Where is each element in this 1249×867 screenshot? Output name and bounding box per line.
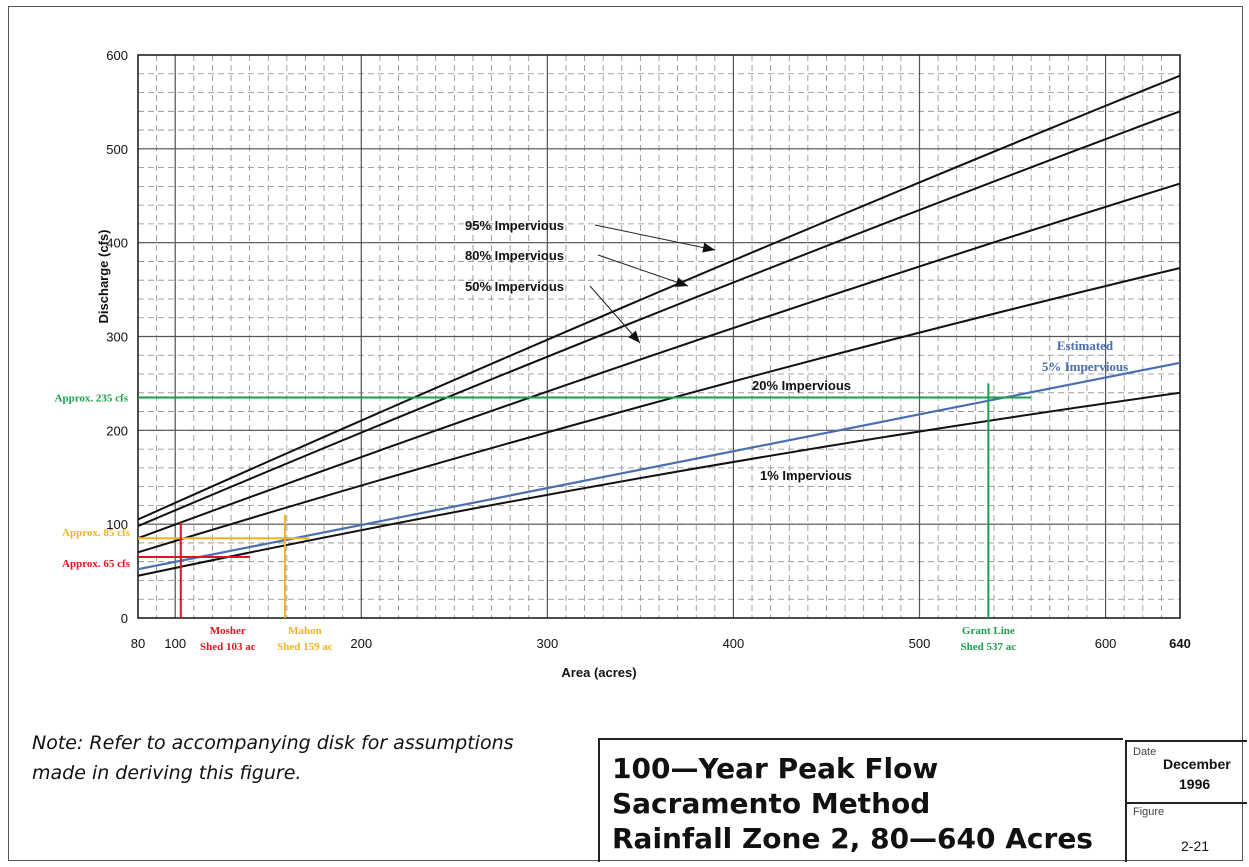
label-1-impervious: 1% Impervious: [760, 468, 852, 483]
page-frame: [8, 6, 1243, 861]
x-tick-label: 300: [537, 636, 559, 651]
x-tick-label: 500: [909, 636, 931, 651]
axes: [137, 54, 1181, 619]
x-tick-label: 600: [1095, 636, 1117, 651]
annotation-label-65: Approx. 65 cfs: [62, 558, 131, 570]
date-value: December: [1163, 756, 1231, 772]
grant-label-1: Grant Line: [962, 625, 1015, 637]
series-line-4: [137, 391, 1181, 577]
title-block: 100—Year Peak Flow Sacramento Method Rai…: [598, 738, 1123, 862]
figure-number: 2-21: [1181, 838, 1210, 854]
tick-labels: 80 100 200 300 400 500 600 640 0 100 200 300 400 500 6…: [96, 48, 1191, 680]
date-year: 1996: [1179, 776, 1211, 792]
y-tick-label: 0: [121, 611, 128, 626]
plot-frame: [137, 54, 1181, 619]
annotations: Approx. 235 cfs Approx. 85 cfs Approx. 65 …: [55, 383, 1032, 653]
mosher-label-1: Mosher: [210, 625, 246, 637]
x-tick-label: 400: [723, 636, 745, 651]
date-box: Date December 1996: [1125, 740, 1247, 802]
y-axis-label: Discharge (cfs): [96, 230, 111, 324]
leader-line-1: [597, 254, 689, 287]
mahon-label-2: Shed 159 ac: [277, 641, 333, 653]
curve-labels: 95% Impervious 80% Impervious 50% Impervio…: [465, 218, 1128, 483]
grid: [138, 55, 1180, 618]
x-tick-label: 80: [131, 636, 145, 651]
series-line-0: [137, 74, 1181, 521]
leader-arrowhead-2: [628, 330, 640, 343]
label-95-impervious: 95% Impervious: [465, 218, 564, 233]
annotation-label-235: Approx. 235 cfs: [55, 392, 129, 404]
x-axis-label: Area (acres): [561, 665, 636, 680]
leader-arrowhead-1: [675, 277, 688, 287]
grant-label-2: Shed 537 ac: [961, 641, 1017, 653]
label-estimated-line2: 5% Impervious: [1042, 359, 1128, 374]
series-lines: [137, 74, 1181, 577]
annotation-label-85: Approx. 85 cfs: [62, 527, 131, 539]
figure-label: Figure: [1133, 806, 1165, 818]
leader-arrowhead-0: [702, 242, 715, 253]
figure-box: Figure 2-21: [1125, 802, 1247, 862]
note-line-1: Note: Refer to accompanying disk for ass…: [32, 732, 514, 754]
note-line-2: made in deriving this figure.: [32, 762, 302, 784]
title-line-2: Sacramento Method: [612, 787, 931, 820]
label-50-impervious: 50% Impervious: [465, 279, 564, 294]
leader-line-2: [589, 285, 641, 344]
y-tick-label: 200: [106, 423, 128, 438]
mosher-label-2: Shed 103 ac: [200, 641, 256, 653]
y-tick-label: 100: [106, 517, 128, 532]
label-80-impervious: 80% Impervious: [465, 248, 564, 263]
series-line-1: [137, 110, 1181, 527]
label-20-impervious: 20% Impervious: [752, 378, 851, 393]
y-tick-label: 300: [106, 330, 128, 345]
series-line-3: [137, 267, 1181, 554]
mahon-label-1: Mahon: [288, 625, 322, 637]
series-line-2: [137, 182, 1181, 540]
note-text: Note: Refer to accompanying disk for ass…: [32, 728, 612, 788]
title-line-1: 100—Year Peak Flow: [612, 752, 939, 785]
date-label: Date: [1133, 746, 1157, 758]
leader-line-0: [594, 224, 716, 251]
label-estimated-line1: Estimated: [1057, 338, 1114, 353]
x-tick-label: 100: [164, 636, 186, 651]
y-tick-label: 400: [106, 236, 128, 251]
y-tick-label: 600: [106, 48, 128, 63]
y-tick-label: 500: [106, 142, 128, 157]
x-tick-label: 200: [350, 636, 372, 651]
title-line-3: Rainfall Zone 2, 80—640 Acres: [612, 822, 1093, 855]
x-tick-label: 640: [1169, 636, 1191, 651]
